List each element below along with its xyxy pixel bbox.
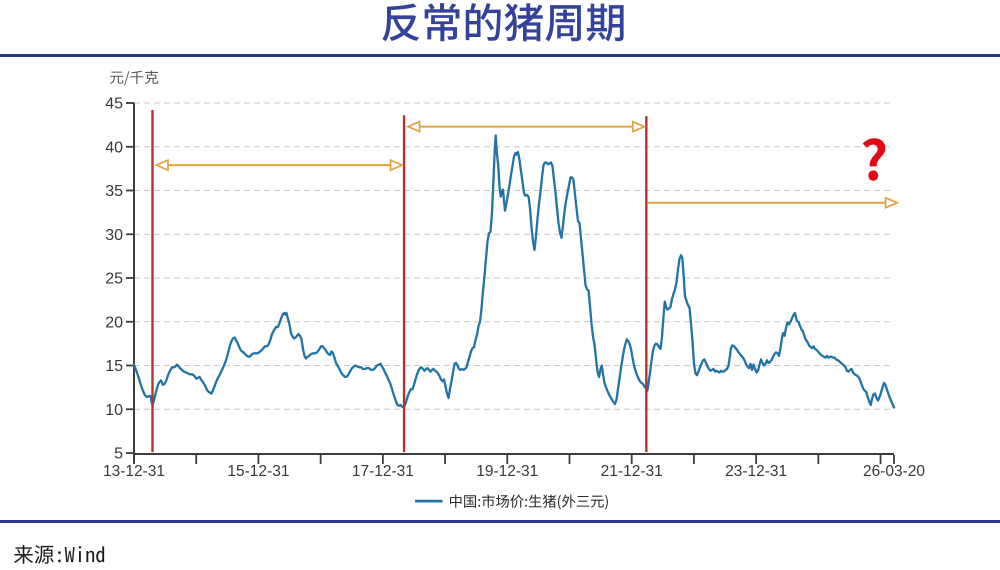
source-label-glyphs (14, 544, 105, 564)
page-title-glyphs (382, 3, 624, 42)
title-divider (0, 53, 1000, 57)
x-tick-label-21-12-31: 21-12-31 (601, 463, 663, 480)
arrowhead (405, 120, 421, 133)
y-tick-label-15: 15 (105, 358, 123, 375)
arrowhead (631, 120, 647, 133)
y-tick-label-40: 40 (105, 139, 123, 156)
y-tick-label-25: 25 (105, 271, 123, 288)
x-tick-label-17-12-31: 17-12-31 (352, 463, 414, 480)
footer-divider (0, 520, 1000, 523)
y-tick-label-20: 20 (105, 314, 123, 331)
x-tick-label-19-12-31: 19-12-31 (476, 463, 538, 480)
x-tick-label-13-12-31: 13-12-31 (103, 463, 165, 480)
arrowhead (389, 158, 405, 172)
y-tick-label-10: 10 (105, 402, 123, 419)
x-tick-label-15-12-31: 15-12-31 (227, 463, 289, 480)
y-tick-label-30: 30 (105, 227, 123, 244)
x-tick-label-26-03-20: 26-03-20 (863, 463, 925, 480)
x-tick-label-23-12-31: 23-12-31 (725, 463, 787, 480)
legend-label-glyphs (450, 494, 608, 510)
y-axis-unit-label-glyphs (110, 70, 159, 86)
arrowhead (884, 196, 900, 210)
arrowhead (154, 158, 169, 172)
series-line-0 (132, 134, 896, 409)
y-tick-label-45: 45 (105, 96, 123, 113)
y-tick-label-5: 5 (114, 446, 123, 463)
question-mark-annotation-glyph (862, 138, 886, 181)
y-tick-label-35: 35 (105, 183, 123, 200)
